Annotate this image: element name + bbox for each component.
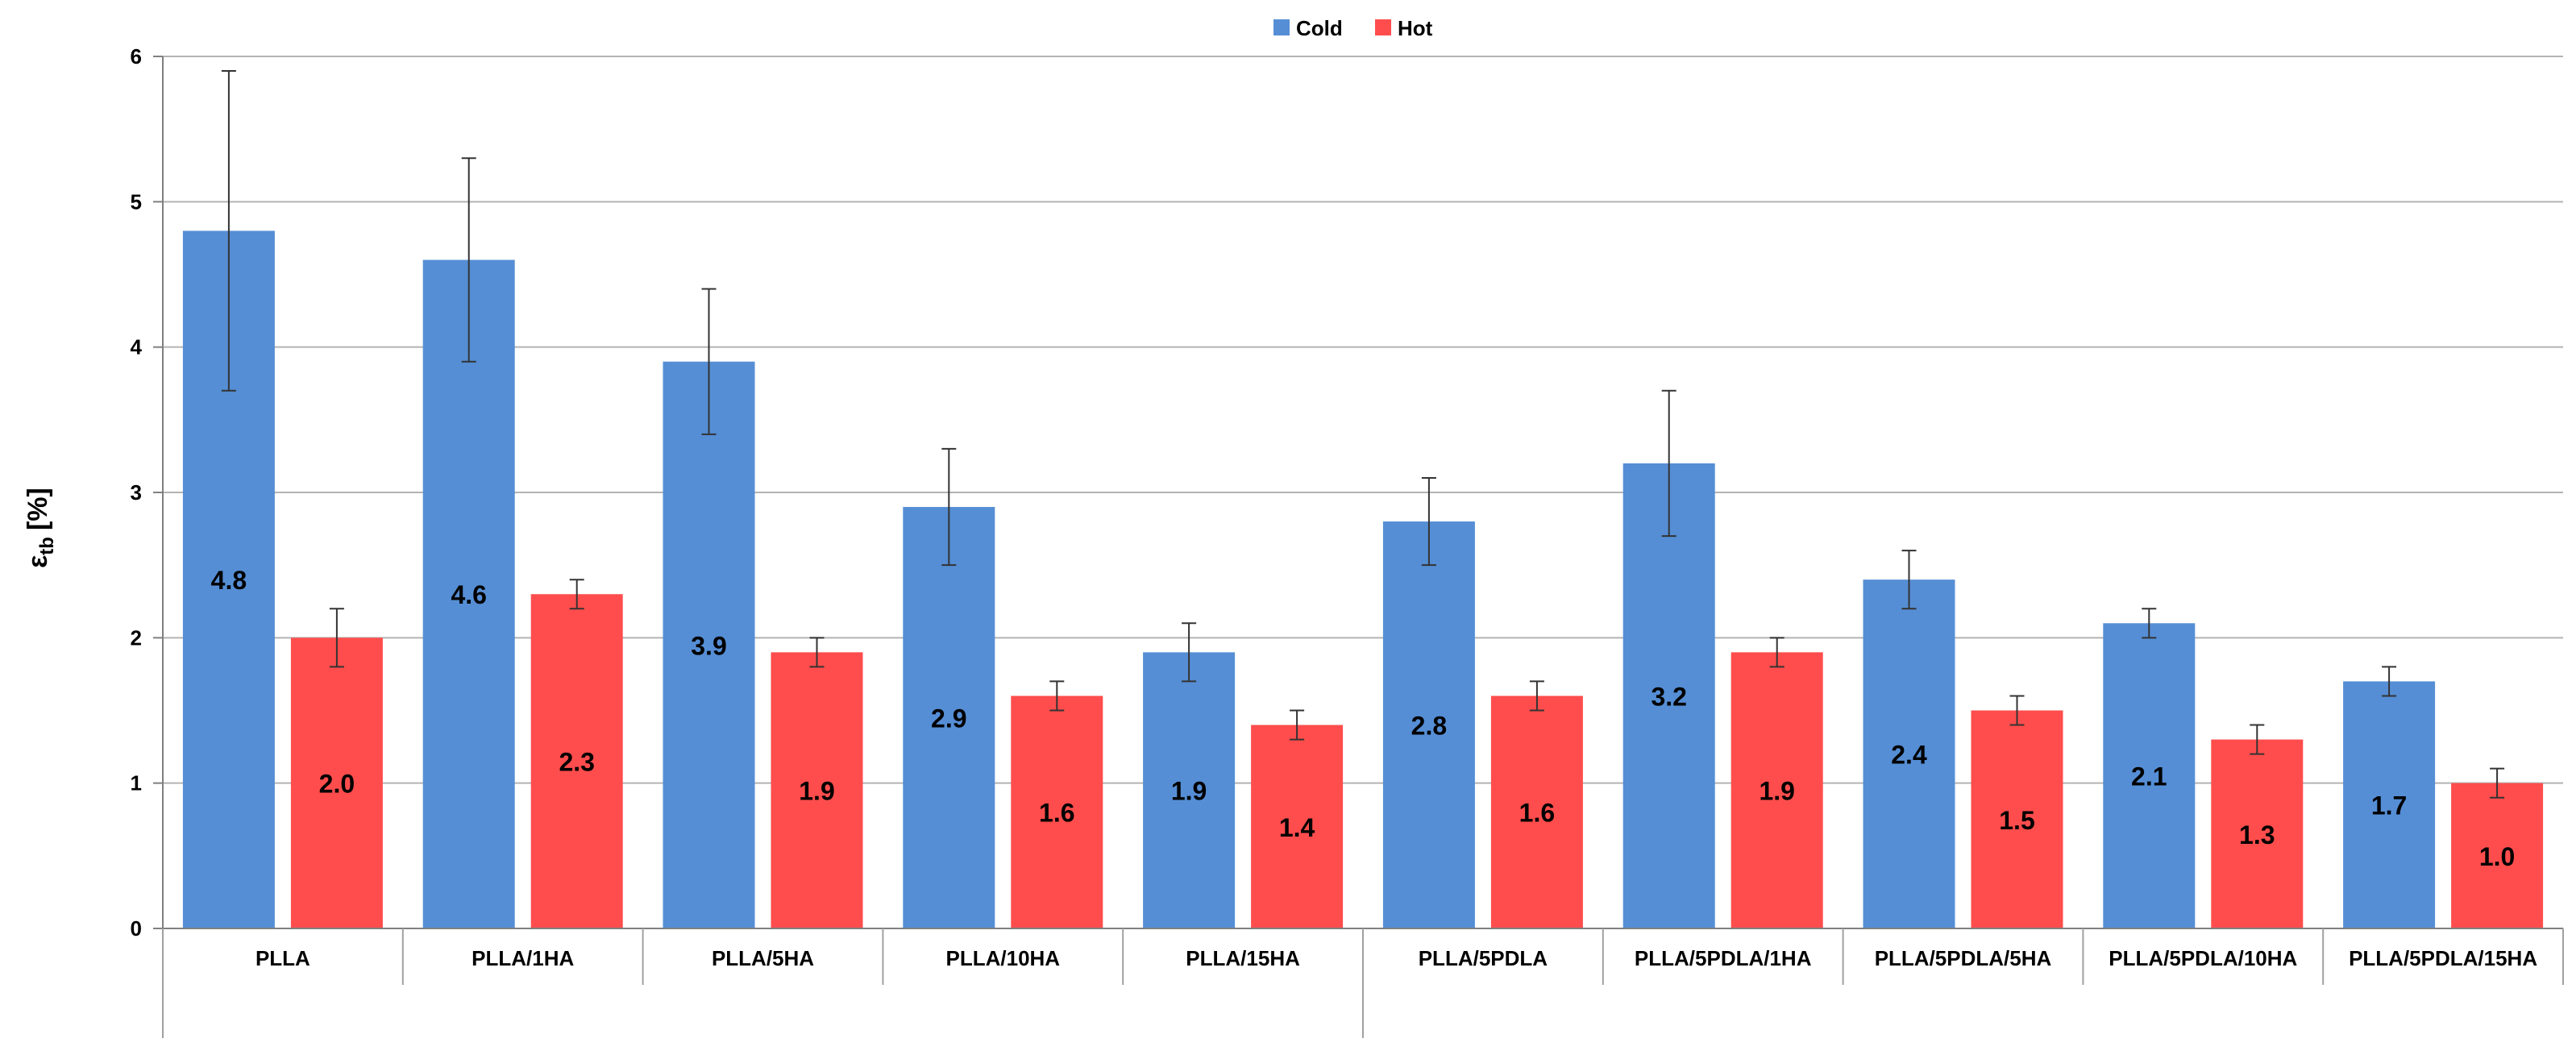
bar-hot <box>1251 725 1344 928</box>
bar-cold <box>663 361 755 928</box>
y-axis-label-symbol: ε <box>23 555 53 568</box>
x-tick-label: PLLA/5HA <box>712 946 814 970</box>
x-tick-label: PLLA/5PDLA/15HA <box>2349 946 2537 970</box>
bar-cold <box>422 260 515 928</box>
bar-hot <box>2451 783 2544 928</box>
gridlines <box>163 56 2563 784</box>
y-tick-label: 6 <box>131 44 142 69</box>
data-label-hot: 2.3 <box>559 748 594 777</box>
x-tick-label: PLLA <box>256 946 310 970</box>
y-tick-label: 4 <box>131 335 143 359</box>
legend-label-cold: Cold <box>1296 16 1343 40</box>
data-label-cold: 4.6 <box>451 580 486 609</box>
y-tick-label: 1 <box>131 771 142 795</box>
bar-hot <box>1490 696 1583 928</box>
bars <box>182 230 2544 928</box>
bar-hot <box>1971 710 2063 928</box>
y-axis-ticks: 0 1 2 3 4 5 6 <box>131 44 163 941</box>
data-label-cold: 1.7 <box>2371 791 2407 820</box>
data-label-hot: 1.6 <box>1039 799 1074 828</box>
bar-cold <box>1863 579 1955 928</box>
data-label-cold: 2.1 <box>2131 762 2167 791</box>
data-label-cold: 4.8 <box>211 566 247 595</box>
x-tick-label: PLLA/10HA <box>946 946 1061 970</box>
data-label-cold: 2.8 <box>1411 712 1447 741</box>
y-tick-label: 2 <box>131 625 142 650</box>
x-tick-label: PLLA/5PDLA/10HA <box>2109 946 2297 970</box>
bar-cold <box>1143 652 1236 928</box>
x-tick-label: PLLA/1HA <box>472 946 574 970</box>
legend-swatch-hot <box>1375 19 1391 35</box>
x-tick-label: PLLA/5PDLA/5HA <box>1875 946 2052 970</box>
bar-cold <box>2103 623 2196 928</box>
data-label-cold: 3.9 <box>691 631 726 660</box>
data-label-hot: 2.0 <box>319 770 355 799</box>
y-tick-label: 0 <box>131 916 142 941</box>
x-axis-ticks: PLLA PLLA/1HA PLLA/5HA PLLA/10HA PLLA/15HA PL… <box>162 928 2564 1038</box>
error-bars <box>221 70 2505 799</box>
data-label-hot: 1.0 <box>2479 842 2515 871</box>
data-label-cold: 3.2 <box>1651 682 1686 711</box>
data-label-cold: 2.9 <box>931 704 966 733</box>
y-tick-label: 5 <box>131 189 142 214</box>
data-label-hot: 1.6 <box>1519 799 1555 828</box>
bar-cold <box>2343 681 2436 928</box>
data-label-hot: 1.9 <box>799 777 834 806</box>
data-label-hot: 1.5 <box>1999 806 2034 835</box>
x-tick-label: PLLA/5PDLA/1HA <box>1635 946 1812 970</box>
x-tick-label: PLLA/5PDLA <box>1419 946 1548 970</box>
y-axis-label-subscript: tb <box>36 537 58 555</box>
bar-hot <box>290 637 383 928</box>
legend-label-hot: Hot <box>1398 16 1433 40</box>
bar-hot <box>1730 652 1823 928</box>
x-tick-label: PLLA/15HA <box>1186 946 1300 970</box>
bar-hot <box>530 594 623 928</box>
data-labels: 4.8 4.6 3.9 2.9 1.9 2.8 3.2 2.4 2.1 1.7 2.0 2.3 1.9 1… <box>211 566 2516 871</box>
data-label-hot: 1.9 <box>1759 777 1794 806</box>
legend-swatch-cold <box>1273 19 1290 35</box>
bar-hot <box>1011 696 1103 928</box>
bar-cold <box>1622 463 1715 928</box>
bar-cold <box>1382 521 1475 928</box>
bar-hot <box>771 652 863 928</box>
data-label-hot: 1.3 <box>2239 820 2275 849</box>
legend: Cold Hot <box>1273 16 1433 40</box>
data-label-hot: 1.4 <box>1279 813 1315 842</box>
y-axis-label: εtb [%] <box>23 488 58 568</box>
bar-hot <box>2211 739 2304 928</box>
y-tick-label: 3 <box>131 480 142 505</box>
y-axis-label-unit: [%] <box>23 488 53 530</box>
data-label-cold: 2.4 <box>1891 741 1927 770</box>
bar-cold <box>903 507 995 928</box>
data-label-cold: 1.9 <box>1171 777 1207 806</box>
